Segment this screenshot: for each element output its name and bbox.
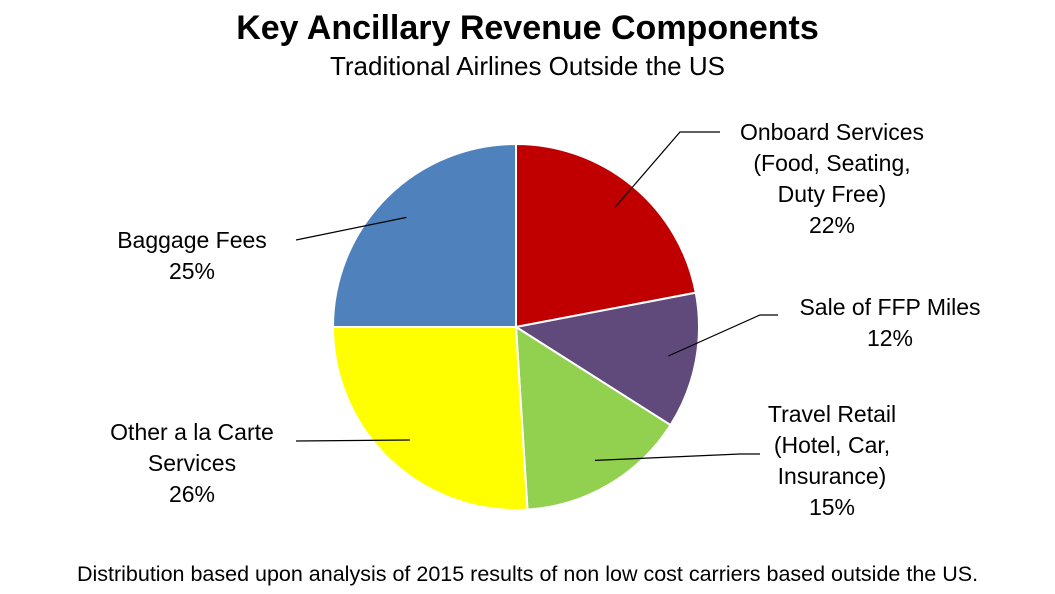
slice-percent-label: 15% — [809, 494, 855, 520]
pie-slices — [331, 142, 700, 512]
slice-category-label: Other a la Carte — [110, 419, 274, 445]
leader-line-3 — [295, 439, 410, 442]
slice-category-label: Sale of FFP Miles — [799, 294, 980, 320]
slice-label-3: Other a la Carte Services 26% — [110, 419, 274, 507]
slice-category-label: (Food, Seating, — [753, 150, 910, 176]
slice-category-label: Travel Retail — [768, 401, 896, 427]
slice-percent-label: 22% — [809, 212, 855, 238]
slice-category-label: Baggage Fees — [117, 227, 267, 253]
slice-label-0: Onboard Services (Food, Seating, Duty Free… — [740, 119, 924, 238]
slice-labels: Onboard Services (Food, Seating, Duty Free… — [110, 119, 980, 520]
pie-slice-2 — [514, 325, 672, 511]
slice-label-4: Baggage Fees 25% — [117, 227, 267, 284]
pie-slice-4 — [331, 142, 517, 328]
slice-category-label: Onboard Services — [740, 119, 924, 145]
slice-percent-label: 25% — [169, 258, 215, 284]
slice-label-1: Sale of FFP Miles 12% — [799, 294, 980, 351]
chart-subtitle: Traditional Airlines Outside the US — [329, 51, 725, 81]
slice-percent-label: 26% — [169, 481, 215, 507]
chart-title: Key Ancillary Revenue Components — [236, 9, 819, 47]
slice-label-2: Travel Retail (Hotel, Car, Insurance) 15% — [768, 401, 896, 520]
slice-category-label: Services — [148, 450, 236, 476]
slice-category-label: (Hotel, Car, — [774, 432, 890, 458]
leader-lines — [295, 131, 778, 461]
pie-slice-3 — [331, 326, 529, 512]
slice-category-label: Duty Free) — [778, 181, 887, 207]
leader-line-4 — [295, 216, 407, 241]
leader-line-0 — [614, 131, 720, 208]
slice-percent-label: 12% — [867, 325, 913, 351]
slice-category-label: Insurance) — [778, 463, 887, 489]
leader-line-2 — [594, 453, 760, 461]
chart-footnote: Distribution based upon analysis of 2015… — [76, 562, 979, 586]
leader-line-1 — [668, 314, 778, 357]
pie-slice-1 — [513, 291, 700, 427]
